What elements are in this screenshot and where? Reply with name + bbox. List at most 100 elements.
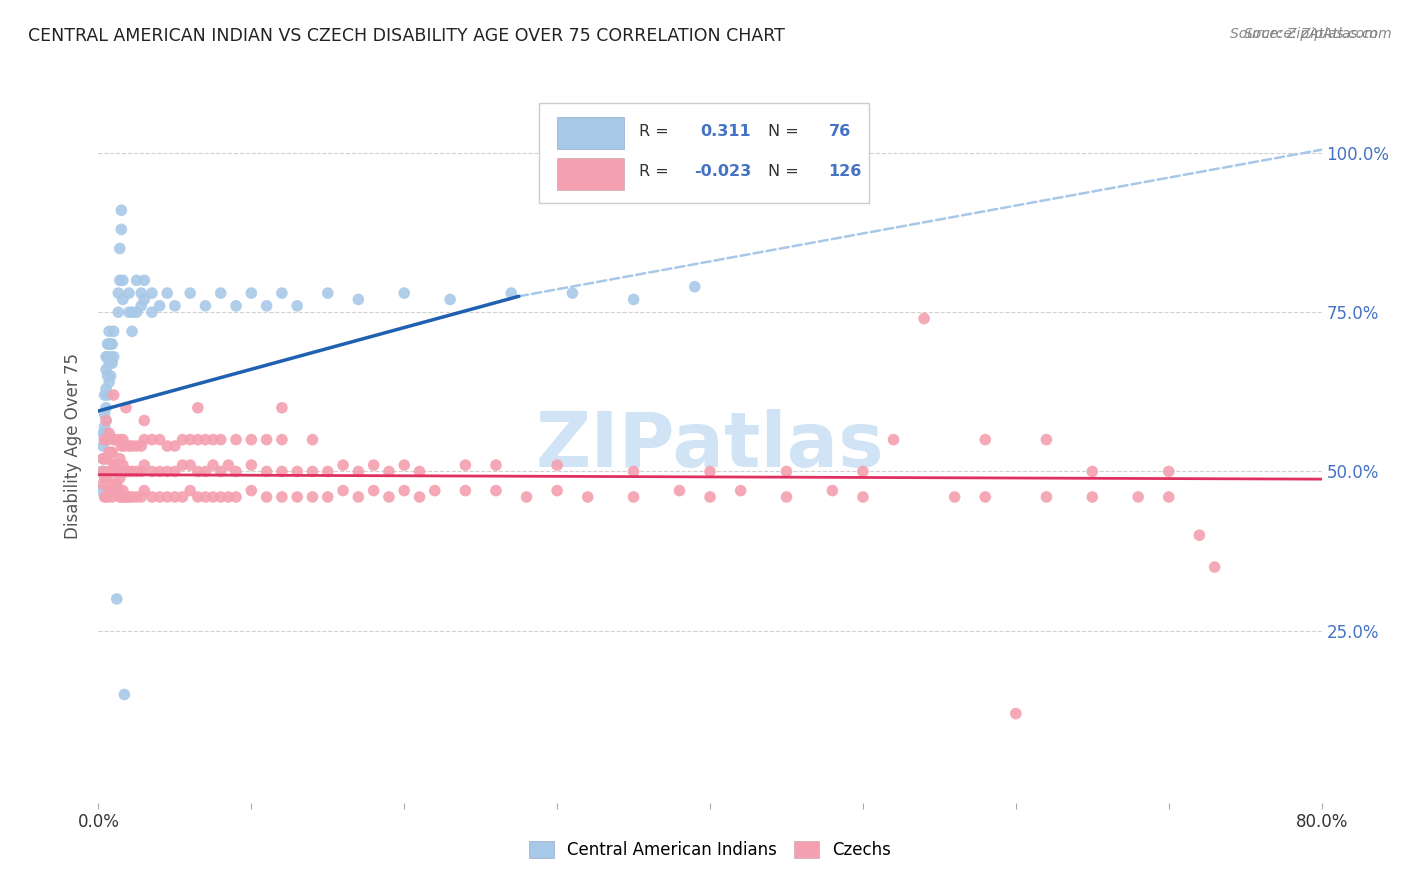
Point <box>101 490 124 504</box>
Point <box>347 465 370 479</box>
Text: 76: 76 <box>828 124 851 139</box>
Point <box>194 465 217 479</box>
Point <box>110 203 132 218</box>
Point <box>179 458 201 472</box>
Point <box>683 279 706 293</box>
Point <box>392 483 416 498</box>
Point <box>439 293 461 307</box>
Point <box>111 483 134 498</box>
Point <box>93 420 115 434</box>
Point <box>821 483 844 498</box>
Point <box>97 337 120 351</box>
Point <box>209 286 232 301</box>
Point <box>100 465 122 479</box>
Point <box>852 465 875 479</box>
Point <box>485 483 508 498</box>
Point <box>270 465 292 479</box>
Point <box>115 401 138 415</box>
Point <box>90 465 112 479</box>
Point <box>115 465 138 479</box>
Point <box>103 458 125 472</box>
Point <box>97 388 120 402</box>
Point <box>974 490 997 504</box>
Point <box>134 433 156 447</box>
Point <box>209 433 232 447</box>
Point <box>392 458 416 472</box>
Point <box>1188 528 1211 542</box>
Point <box>163 439 186 453</box>
Point <box>285 299 308 313</box>
Point <box>316 465 339 479</box>
Point <box>97 490 120 504</box>
Point <box>100 337 122 351</box>
Point <box>501 286 523 301</box>
Point <box>94 490 117 504</box>
Point <box>179 286 201 301</box>
Point <box>240 286 263 301</box>
Point <box>98 465 121 479</box>
Point <box>94 426 117 441</box>
Text: -0.023: -0.023 <box>695 164 751 179</box>
Point <box>110 439 132 453</box>
Point <box>217 490 239 504</box>
Point <box>775 490 797 504</box>
Point <box>378 465 401 479</box>
Point <box>202 458 225 472</box>
Point <box>118 305 141 319</box>
Point <box>301 465 323 479</box>
Point <box>111 433 134 447</box>
Point <box>883 433 905 447</box>
Point <box>202 433 225 447</box>
Point <box>97 368 120 383</box>
Text: N =: N = <box>768 124 799 139</box>
Point <box>98 445 121 459</box>
Point <box>240 458 263 472</box>
Point <box>107 465 129 479</box>
Point <box>141 286 163 301</box>
Point <box>100 445 122 459</box>
Point <box>134 273 156 287</box>
Point <box>101 465 124 479</box>
Point <box>90 483 112 498</box>
Point <box>668 483 690 498</box>
Point <box>105 591 128 606</box>
Text: ZIPatlas: ZIPatlas <box>536 409 884 483</box>
Point <box>108 433 131 447</box>
Point <box>156 465 179 479</box>
Point <box>112 439 135 453</box>
Point <box>408 465 430 479</box>
Point <box>149 299 172 313</box>
Point <box>316 490 339 504</box>
Point <box>134 293 156 307</box>
Point <box>110 490 132 504</box>
Point <box>112 465 135 479</box>
Point <box>912 311 935 326</box>
Point <box>699 465 721 479</box>
Point <box>270 401 292 415</box>
Point <box>974 433 997 447</box>
Point <box>775 465 797 479</box>
Point <box>1204 560 1226 574</box>
Point <box>93 451 115 466</box>
Point <box>1035 490 1057 504</box>
Point <box>363 483 385 498</box>
Point <box>125 305 148 319</box>
Point <box>1035 433 1057 447</box>
Point <box>97 350 120 364</box>
Point <box>225 433 247 447</box>
Point <box>516 490 538 504</box>
Text: N =: N = <box>768 164 799 179</box>
Point <box>94 413 117 427</box>
Point <box>105 477 128 491</box>
Point <box>111 458 134 472</box>
Point <box>217 458 239 472</box>
Point <box>129 490 152 504</box>
Point <box>94 451 117 466</box>
Point <box>94 413 117 427</box>
Point <box>1157 465 1180 479</box>
Point <box>392 286 416 301</box>
Bar <box>557 158 624 190</box>
Point <box>103 350 125 364</box>
Point <box>485 458 508 472</box>
Point <box>240 483 263 498</box>
